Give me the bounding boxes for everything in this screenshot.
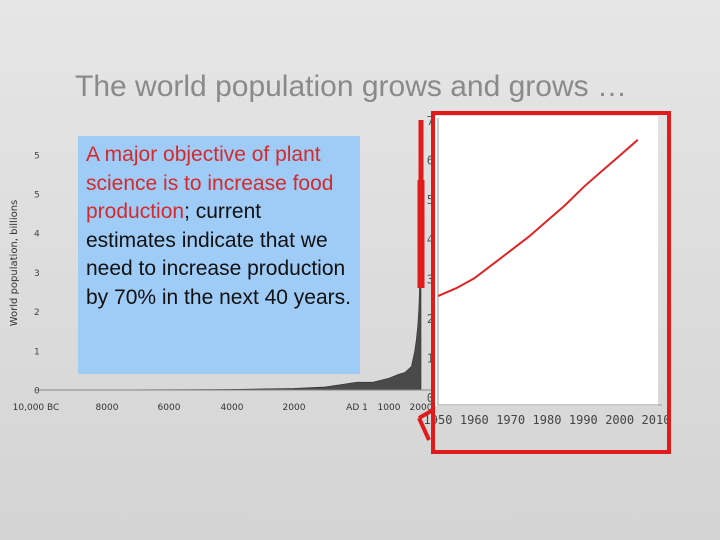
red-frame (431, 111, 671, 454)
inset-x-tick-label: 1970 (496, 413, 525, 427)
inset-y-tick-label: 3 (427, 272, 434, 286)
slide-title: The world population grows and grows … (75, 70, 627, 103)
callout-highlight: A major objective of plant science is to… (86, 143, 334, 224)
y-tick-label: 5 (34, 151, 40, 161)
inset-x-tick-label: 2000 (605, 413, 634, 427)
inset-x-tick-label: 1960 (460, 413, 489, 427)
inset-y-tick-label: 0 (427, 391, 434, 405)
callout-text: ; current estimates indicate that we nee… (86, 200, 351, 309)
x-tick-label: 8000 (96, 403, 119, 413)
inset-x-tick-label: 2010 (642, 413, 671, 427)
x-tick-label: 10,000 BC (13, 403, 60, 413)
inset-y-tick-label: 1 (427, 351, 434, 365)
inset-x-tick-label: 1980 (533, 413, 562, 427)
y-tick-label: 0 (34, 387, 40, 397)
population-line (437, 139, 639, 298)
y-tick-label: 4 (34, 230, 40, 240)
x-tick-label: 2000 (283, 403, 306, 413)
x-tick-label: 1000 (378, 403, 401, 413)
inset-y-tick-label: 4 (427, 233, 434, 247)
inset-x-tick-label: 1950 (424, 413, 453, 427)
inset-x-tick-label: 1990 (569, 413, 598, 427)
x-tick-label: 2000 (410, 403, 433, 413)
y-tick-label: 2 (34, 308, 40, 318)
red-connector (417, 417, 431, 441)
inset-y-tick-label: 6 (427, 154, 434, 168)
y-tick-label: 1 (34, 347, 40, 357)
y-tick-label: 3 (34, 269, 40, 279)
y-tick-label: 5 (34, 191, 40, 201)
x-tick-label: AD 1 (346, 403, 368, 413)
inset-panel (432, 116, 658, 406)
y-axis-title: World population, billions (9, 200, 20, 327)
inset-y-tick-label: 7 (427, 114, 434, 128)
inset-y-tick-label: 2 (427, 312, 434, 326)
inset-y-tick-label: 5 (427, 193, 434, 207)
x-tick-label: 4000 (221, 403, 244, 413)
red-connector-top (418, 408, 434, 420)
objective-callout: A major objective of plant science is to… (78, 136, 360, 374)
x-tick-label: 6000 (158, 403, 181, 413)
